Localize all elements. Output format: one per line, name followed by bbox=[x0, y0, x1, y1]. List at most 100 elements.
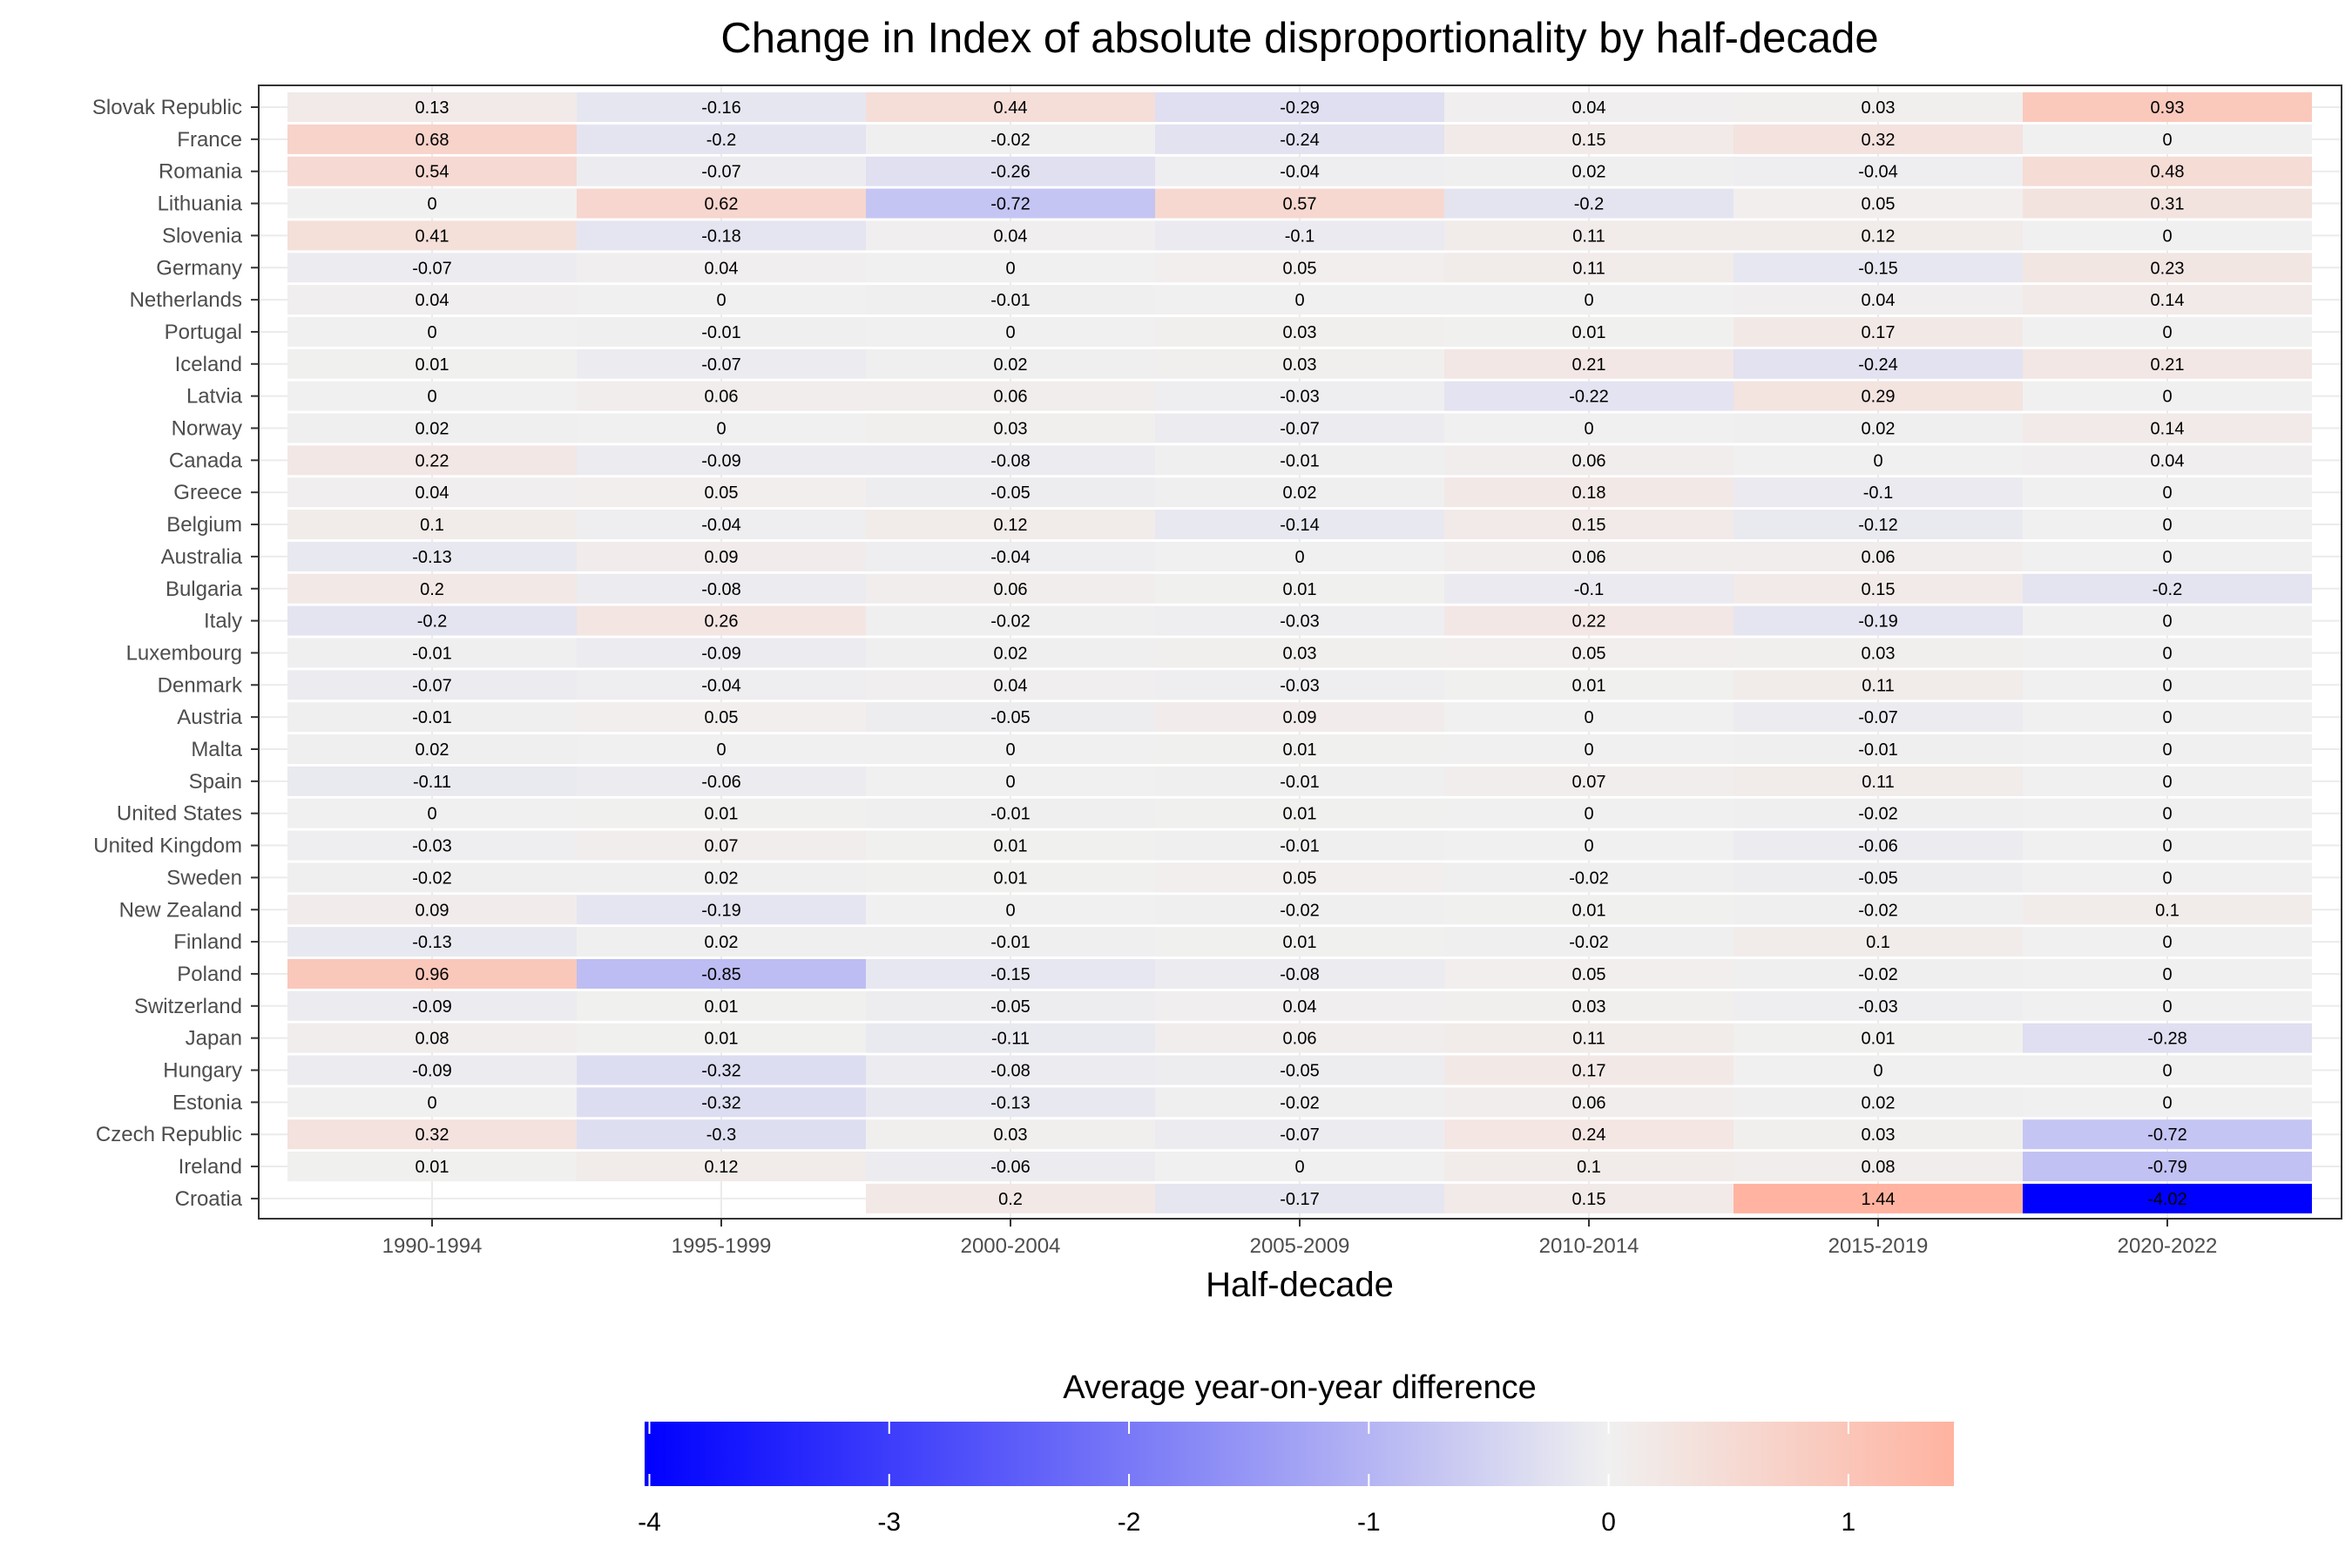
heatmap-cell bbox=[1155, 477, 1444, 508]
cell-value-label: -0.17 bbox=[1280, 1190, 1320, 1209]
cell-value-label: 0.04 bbox=[2151, 451, 2185, 470]
cell-value-label: -0.07 bbox=[1280, 420, 1320, 439]
cell-value-label: 0.04 bbox=[416, 483, 449, 503]
heatmap-cell bbox=[2023, 638, 2312, 668]
cell-value-label: -0.06 bbox=[990, 1158, 1031, 1177]
x-tick-label: 2005-2009 bbox=[1250, 1234, 1350, 1258]
heatmap-cell bbox=[866, 1087, 1155, 1118]
cell-value-label: 0.24 bbox=[1572, 1125, 1606, 1145]
heatmap-cell bbox=[2023, 830, 2312, 861]
heatmap-cell bbox=[1155, 927, 1444, 957]
heatmap-cell bbox=[866, 285, 1155, 315]
cell-value-label: 0.17 bbox=[1572, 1062, 1606, 1081]
legend-ticks: -4 -3 -2 -1 0 1 bbox=[638, 1422, 1855, 1537]
cell-value-label: -0.01 bbox=[990, 933, 1031, 952]
heatmap-cell bbox=[866, 124, 1155, 154]
heatmap-cell bbox=[287, 830, 577, 861]
cell-value-label: -0.04 bbox=[1858, 163, 1898, 182]
cell-value-label: 0 bbox=[2162, 483, 2172, 503]
heatmap-cell bbox=[1734, 188, 2023, 219]
cell-value-label: -0.15 bbox=[990, 965, 1031, 984]
heatmap-cell bbox=[1734, 1183, 2023, 1213]
heatmap-cell bbox=[1155, 316, 1444, 347]
heatmap-cell bbox=[577, 573, 866, 604]
heatmap-cell bbox=[1444, 862, 1734, 893]
cell-value-label: 1.44 bbox=[1862, 1190, 1896, 1209]
cell-value-label: 0.02 bbox=[1862, 420, 1896, 439]
cell-value-label: -0.03 bbox=[1280, 388, 1320, 407]
heatmap-cell bbox=[1734, 766, 2023, 796]
heatmap-cell bbox=[1155, 413, 1444, 443]
y-tick-label: France bbox=[177, 128, 242, 152]
heatmap-cell bbox=[287, 734, 577, 764]
cell-value-label: -0.05 bbox=[990, 997, 1031, 1017]
cell-value-label: 0.04 bbox=[1572, 98, 1606, 118]
heatmap-cell bbox=[1444, 253, 1734, 283]
cell-value-label: 0.48 bbox=[2151, 163, 2185, 182]
y-tick-label: Estonia bbox=[172, 1091, 243, 1114]
y-tick-label: Norway bbox=[172, 417, 242, 441]
cell-value-label: 0 bbox=[1873, 1062, 1882, 1081]
cell-value-label: 0.02 bbox=[705, 868, 739, 888]
cell-value-label: -0.09 bbox=[701, 644, 741, 663]
heatmap-cell bbox=[866, 830, 1155, 861]
y-tick-label: Romania bbox=[159, 160, 243, 184]
y-tick-label: Bulgaria bbox=[166, 578, 243, 601]
cell-value-label: 0.04 bbox=[1862, 291, 1896, 310]
cell-value-label: 0 bbox=[1294, 548, 1304, 567]
heatmap-cell bbox=[2023, 1055, 2312, 1085]
heatmap-cell bbox=[287, 862, 577, 893]
heatmap-cell bbox=[577, 348, 866, 379]
cell-value-label: 0.14 bbox=[2151, 420, 2185, 439]
heatmap-cell bbox=[577, 92, 866, 122]
cell-value-label: 0 bbox=[1294, 1158, 1304, 1177]
cell-value-label: 0 bbox=[2162, 644, 2172, 663]
heatmap-cell bbox=[1444, 1152, 1734, 1182]
heatmap-cell bbox=[1155, 381, 1444, 411]
heatmap-cell bbox=[1734, 638, 2023, 668]
cell-value-label: -0.02 bbox=[990, 612, 1031, 632]
cell-value-label: 0.26 bbox=[705, 612, 739, 632]
cell-value-label: 0.15 bbox=[1862, 580, 1896, 599]
cell-value-label: 0 bbox=[427, 388, 436, 407]
cell-value-label: 0.12 bbox=[1862, 226, 1896, 246]
heatmap-cell bbox=[2023, 895, 2312, 925]
heatmap-cell bbox=[2023, 605, 2312, 636]
heatmap-cell bbox=[577, 477, 866, 508]
cell-value-label: -0.02 bbox=[1280, 901, 1320, 920]
heatmap-cell bbox=[1444, 413, 1734, 443]
cell-value-label: -0.1 bbox=[1574, 580, 1604, 599]
heatmap-cell bbox=[2023, 381, 2312, 411]
cell-value-label: 0.1 bbox=[1866, 933, 1890, 952]
y-tick-label: Finland bbox=[173, 930, 242, 954]
heatmap-cell bbox=[866, 445, 1155, 476]
cell-value-label: 0 bbox=[716, 740, 726, 760]
heatmap-cell bbox=[577, 702, 866, 733]
heatmap-cell bbox=[1444, 1055, 1734, 1085]
heatmap-cell bbox=[1155, 92, 1444, 122]
heatmap-cell bbox=[577, 766, 866, 796]
heatmap-cell bbox=[866, 862, 1155, 893]
heatmap-cell bbox=[2023, 1023, 2312, 1053]
y-tick-label: Poland bbox=[177, 963, 242, 986]
cell-value-label: -0.04 bbox=[990, 548, 1031, 567]
cell-value-label: 0 bbox=[716, 291, 726, 310]
cell-value-label: -0.13 bbox=[412, 548, 452, 567]
heatmap-cell bbox=[1444, 220, 1734, 251]
heatmap-cell bbox=[577, 188, 866, 219]
cell-value-label: -0.02 bbox=[1858, 965, 1898, 984]
heatmap-cell bbox=[287, 510, 577, 540]
cell-value-label: 0.13 bbox=[416, 98, 449, 118]
heatmap-cell bbox=[287, 477, 577, 508]
cell-value-label: -4.02 bbox=[2147, 1190, 2187, 1209]
cell-value-label: 0 bbox=[2162, 323, 2172, 342]
cell-value-label: 0 bbox=[2162, 868, 2172, 888]
cell-value-label: 0.1 bbox=[420, 516, 444, 535]
heatmap-cell bbox=[866, 1152, 1155, 1182]
heatmap-cell bbox=[866, 958, 1155, 989]
y-tick-label: Hungary bbox=[163, 1059, 242, 1083]
cell-value-label: -0.18 bbox=[701, 226, 741, 246]
x-tick-label: 2010-2014 bbox=[1539, 1234, 1639, 1258]
cell-value-label: -0.02 bbox=[1280, 1093, 1320, 1112]
cell-value-label: 0.06 bbox=[1572, 1093, 1606, 1112]
